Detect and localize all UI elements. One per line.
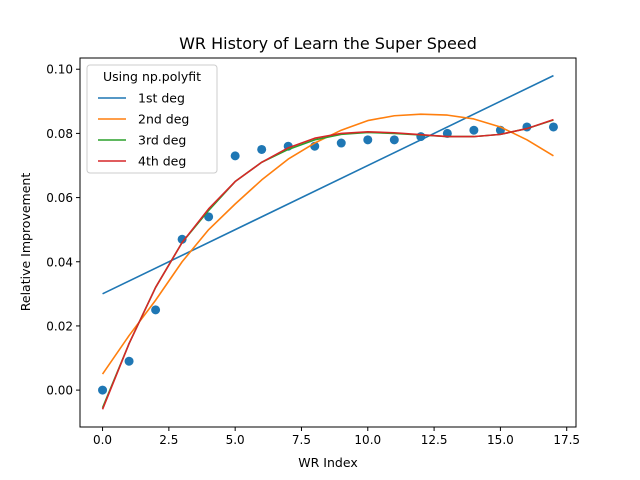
data-point [336,138,346,148]
x-tick-label: 0.0 [93,433,112,447]
plot-area [98,74,558,410]
y-tick-label: 0.02 [46,319,73,333]
legend-title: Using np.polyfit [103,69,201,84]
x-tick-label: 2.5 [159,433,178,447]
x-tick-label: 5.0 [226,433,245,447]
data-point [469,125,479,135]
data-point [230,151,240,161]
y-tick-label: 0.04 [46,255,73,269]
data-point [151,305,161,315]
y-axis-label: Relative Improvement [18,173,33,312]
series-line-4th-deg [101,118,554,410]
legend: Using np.polyfit 1st deg 2nd deg 3rd deg 4t… [86,64,218,174]
legend-label: 3rd deg [138,133,186,148]
data-point [363,135,373,145]
x-tick-label: 7.5 [292,433,311,447]
y-tick-label: 0.00 [46,384,73,398]
legend-label: 4th deg [138,154,186,169]
y-tick-label: 0.10 [46,63,73,77]
legend-box [86,64,218,174]
data-point [548,122,558,132]
x-axis: 0.0 2.5 5.0 7.5 10.0 12.5 15.0 17.5 [93,427,580,447]
data-point [177,234,187,244]
data-point [204,212,214,222]
data-point [389,135,399,145]
chart-title: WR History of Learn the Super Speed [179,34,477,53]
axes-frame [79,57,577,428]
x-tick-label: 15.0 [487,433,514,447]
x-tick-label: 10.0 [354,433,381,447]
data-point [124,356,134,366]
data-point [257,144,267,154]
y-axis: 0.00 0.02 0.04 0.06 0.08 0.10 [46,63,80,398]
series-line-1st-deg [102,74,554,295]
y-tick-label: 0.06 [46,191,73,205]
x-tick-label: 17.5 [553,433,580,447]
legend-label: 2nd deg [138,112,189,127]
data-point [98,385,108,395]
y-tick-label: 0.08 [46,127,73,141]
legend-label: 1st deg [138,91,185,106]
x-axis-label: WR Index [298,455,357,470]
legend-entries: 1st deg 2nd deg 3rd deg 4th deg [98,91,189,169]
x-tick-label: 12.5 [421,433,448,447]
